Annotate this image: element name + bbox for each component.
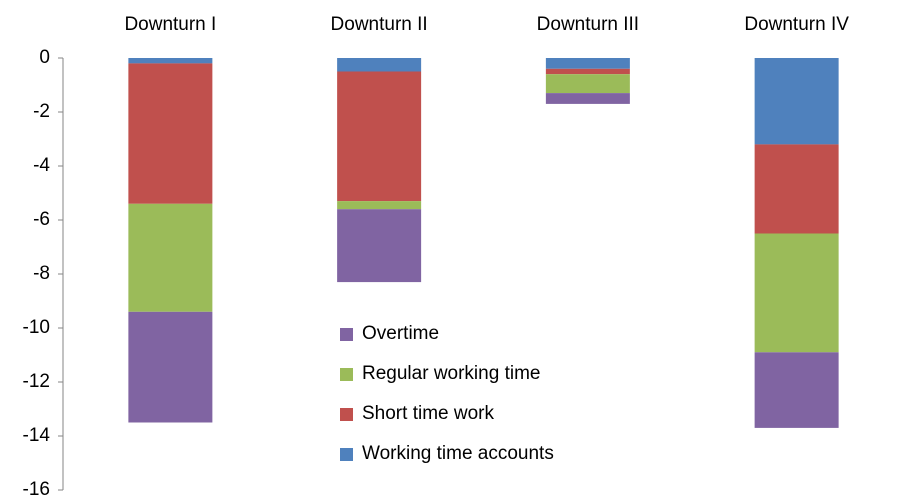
y-tick-label: -8 — [33, 263, 50, 284]
bar-segment — [337, 71, 422, 202]
bar-segment — [128, 63, 213, 204]
y-tick-label: -12 — [23, 371, 50, 392]
bar-segment — [754, 144, 839, 234]
legend-swatch — [340, 328, 353, 341]
x-tick-label: Downturn III — [537, 14, 639, 35]
x-tick-label: Downturn I — [124, 14, 216, 35]
bar-segment — [545, 74, 630, 94]
bar-segment — [128, 58, 213, 64]
y-tick-label: -14 — [23, 425, 51, 446]
bar-segment — [545, 93, 630, 104]
bar-segment — [545, 58, 630, 69]
legend-swatch — [340, 448, 353, 461]
y-tick-label: 0 — [39, 47, 50, 68]
bar-segment — [754, 233, 839, 353]
bar-segment — [337, 201, 422, 210]
y-tick-label: -16 — [23, 479, 50, 500]
legend-swatch — [340, 408, 353, 421]
bar-segment — [337, 209, 422, 283]
bar-segment — [545, 68, 630, 75]
bar-segment — [754, 352, 839, 428]
legend-swatch — [340, 368, 353, 381]
legend-label: Short time work — [362, 403, 494, 424]
legend-label: Regular working time — [362, 363, 540, 384]
legend-label: Working time accounts — [362, 443, 554, 464]
legend-label: Overtime — [362, 323, 439, 344]
bar-segment — [754, 58, 839, 145]
bar-segment — [128, 203, 213, 312]
y-tick-label: -2 — [33, 101, 50, 122]
bar-segment — [128, 311, 213, 423]
bar-segment — [337, 58, 422, 72]
x-tick-label: Downturn IV — [744, 14, 849, 35]
x-tick-label: Downturn II — [331, 14, 428, 35]
y-tick-label: -10 — [23, 317, 50, 338]
y-tick-label: -6 — [33, 209, 50, 230]
y-tick-label: -4 — [33, 155, 50, 176]
